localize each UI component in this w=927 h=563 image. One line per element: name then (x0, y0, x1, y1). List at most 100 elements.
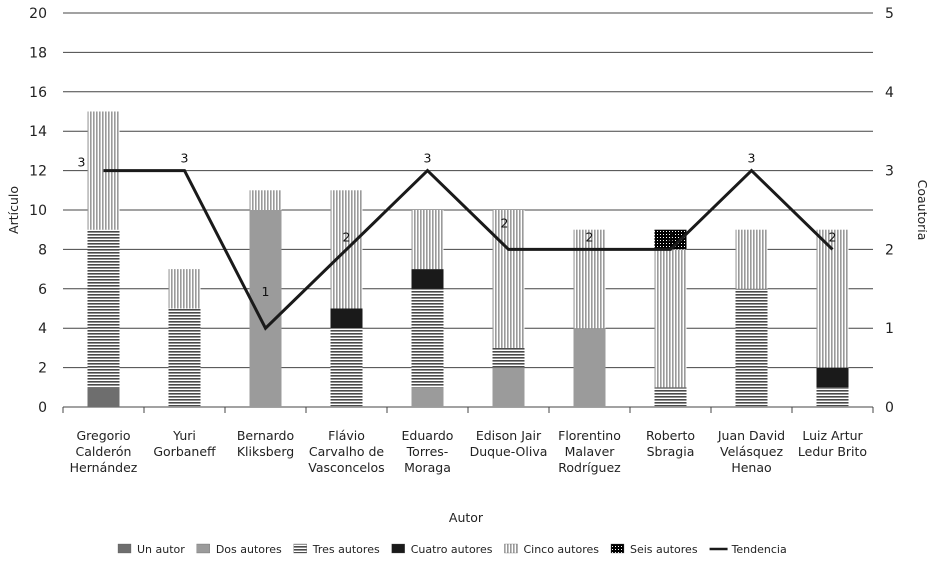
y-tick-label: 4 (38, 321, 47, 337)
x-category-label: Flávio (328, 428, 365, 443)
bar-segment (168, 308, 201, 407)
trend-data-label: 3 (748, 151, 756, 166)
legend-swatch (293, 543, 307, 554)
bar-segment (735, 229, 768, 289)
trend-line: 3 3 1 2 3 2 2 2 3 2 (78, 151, 837, 331)
x-category-label: Bernardo (237, 428, 294, 443)
bar-segment (87, 229, 120, 388)
x-category-label: Luiz Artur (802, 428, 863, 443)
y2-axis-title: Coautoría (915, 180, 927, 241)
left-axis: 0 2 4 6 8 10 12 14 16 18 20 (29, 6, 47, 416)
x-category-label: Eduardo (402, 428, 454, 443)
bar-segment (330, 328, 363, 407)
bar-segment (249, 190, 282, 210)
legend-label: Tendencia (731, 543, 787, 556)
bar-segment (573, 229, 606, 329)
x-category-label: Velásquez (720, 444, 783, 459)
bar-segment (573, 328, 606, 407)
x-category-label: Gorbaneff (153, 444, 216, 459)
bar-segment (654, 229, 687, 250)
trend-data-label: 3 (78, 155, 86, 170)
trend-data-label: 2 (667, 229, 675, 244)
bar-segment (654, 387, 687, 407)
x-category-label: Edison Jair (476, 428, 542, 443)
legend: Un autor Dos autores Tres autores Cuatro au… (117, 543, 787, 556)
x-category-label: Sbragia (647, 444, 695, 459)
x-category-label: Florentino (558, 428, 621, 443)
x-category-label: Duque-Oliva (470, 444, 548, 459)
bar-segment (411, 387, 444, 407)
y2-tick-label: 2 (885, 242, 894, 258)
trend-data-label: 2 (343, 229, 351, 244)
legend-swatch (504, 543, 518, 554)
x-category-label: Carvalho de (309, 444, 385, 459)
trend-data-label: 2 (829, 229, 837, 244)
legend-swatch (391, 543, 405, 554)
bar-segment (735, 288, 768, 407)
y-tick-label: 16 (29, 85, 47, 101)
trend-series-line (103, 168, 834, 331)
y-tick-label: 6 (38, 282, 47, 298)
legend-label: Cuatro autores (411, 543, 493, 556)
x-category-label: Rodríguez (558, 460, 621, 475)
y-tick-label: 0 (38, 400, 47, 416)
y-axis-title: Artículo (6, 186, 21, 234)
y-tick-label: 12 (29, 164, 47, 180)
bar-segment (654, 249, 687, 388)
legend-label: Tres autores (312, 543, 380, 556)
bar-segment (411, 269, 444, 289)
y2-tick-label: 5 (885, 6, 894, 22)
bar-segment (330, 308, 363, 329)
bar-segment (411, 210, 444, 270)
x-category-label: Malaver (565, 444, 616, 459)
y2-tick-label: 1 (885, 321, 894, 337)
legend-swatch (117, 543, 132, 554)
y2-tick-label: 4 (885, 85, 894, 101)
bar-segment (492, 347, 525, 368)
trend-data-label: 1 (262, 284, 270, 299)
bar-segment (492, 367, 525, 407)
right-axis: 0 1 2 3 4 5 (885, 6, 894, 416)
y-tick-label: 10 (29, 203, 47, 219)
x-category-label: Kliksberg (237, 444, 294, 459)
x-category-label: Yuri (172, 428, 196, 443)
legend-label: Cinco autores (523, 543, 599, 556)
bar-segment (816, 229, 849, 368)
trend-data-label: 2 (501, 215, 509, 230)
y-tick-label: 8 (38, 242, 47, 258)
bar-segment (168, 269, 201, 309)
y2-tick-label: 0 (885, 400, 894, 416)
x-category-label: Calderón (76, 444, 132, 459)
bar-segment (816, 367, 849, 388)
trend-data-label: 3 (181, 151, 189, 166)
bars (87, 111, 849, 407)
trend-data-label: 2 (586, 229, 594, 244)
x-category-label: Vasconcelos (308, 460, 384, 475)
x-category-label: Gregorio (76, 428, 130, 443)
x-category-label: Henao (731, 460, 771, 475)
bar-segment (87, 387, 120, 407)
bar-segment (492, 210, 525, 348)
x-category-label: Juan David (717, 428, 785, 443)
bar-segment (411, 288, 444, 388)
y-tick-label: 14 (29, 124, 47, 140)
legend-swatch (610, 543, 625, 554)
bar-segment (816, 387, 849, 407)
y2-tick-label: 3 (885, 164, 894, 180)
x-axis-title: Autor (449, 510, 484, 525)
legend-label: Seis autores (630, 543, 698, 556)
x-category-label: Hernández (70, 460, 138, 475)
x-category-label: Roberto (646, 428, 695, 443)
y-tick-label: 18 (29, 45, 47, 61)
y-tick-label: 20 (29, 6, 47, 22)
x-category-label: Moraga (404, 460, 451, 475)
trend-data-label: 3 (424, 151, 432, 166)
legend-label: Dos autores (216, 543, 282, 556)
x-category-label: Ledur Brito (798, 444, 867, 459)
x-category-label: Torres- (406, 444, 449, 459)
legend-label: Un autor (137, 543, 185, 556)
y-tick-label: 2 (38, 361, 47, 377)
